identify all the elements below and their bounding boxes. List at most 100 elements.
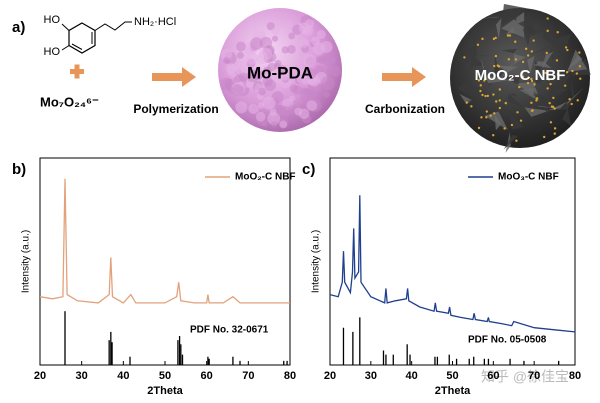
arrow xyxy=(382,67,426,87)
flake xyxy=(549,84,569,99)
flake xyxy=(471,24,491,44)
reference-label: PDF No. 32-0671 xyxy=(190,325,269,336)
particle xyxy=(530,79,534,83)
particle xyxy=(563,84,567,87)
particle xyxy=(476,43,480,46)
particle xyxy=(578,65,582,68)
particle xyxy=(578,51,581,54)
texture xyxy=(275,105,283,112)
particle xyxy=(546,17,549,20)
bond xyxy=(61,23,70,31)
x-tick-label: 20 xyxy=(324,370,336,382)
texture xyxy=(279,120,288,129)
particle xyxy=(481,37,484,41)
legend-label: MoO₂-C NBF xyxy=(235,172,296,183)
panel-label: b) xyxy=(12,161,26,178)
texture xyxy=(236,62,250,77)
texture xyxy=(255,111,266,122)
particle xyxy=(568,98,571,101)
texture xyxy=(248,21,257,30)
texture xyxy=(269,108,277,116)
particle xyxy=(519,119,523,122)
flake xyxy=(458,77,473,97)
x-tick-label: 60 xyxy=(487,370,499,382)
nbf-sphere xyxy=(450,3,591,153)
texture xyxy=(320,76,335,91)
particle xyxy=(510,123,514,127)
particle xyxy=(479,84,482,87)
particle xyxy=(546,29,549,33)
particle xyxy=(506,34,510,37)
reference-label: PDF No. 05-0508 xyxy=(468,335,547,346)
particle xyxy=(514,58,518,61)
flake xyxy=(505,26,516,35)
x-tick-label: 40 xyxy=(117,370,129,382)
particle xyxy=(530,50,533,53)
particle xyxy=(524,47,528,51)
flake xyxy=(503,134,519,150)
particle xyxy=(492,37,496,41)
x-tick-label: 30 xyxy=(76,370,88,382)
particle xyxy=(485,110,489,113)
scheme: a) HO HO NH₂·HCl Mo₇O₂₄⁶⁻ Polymerization… xyxy=(12,3,591,153)
texture xyxy=(258,47,273,61)
texture xyxy=(288,32,296,40)
particle xyxy=(564,46,568,49)
particle xyxy=(521,60,525,64)
flake xyxy=(546,80,558,91)
texture xyxy=(304,19,315,29)
particle xyxy=(555,59,559,62)
texture xyxy=(299,38,309,48)
texture xyxy=(327,55,336,64)
x-axis-label: 2Theta xyxy=(147,385,183,397)
texture xyxy=(223,57,230,64)
benzene-ring xyxy=(68,22,96,54)
particle xyxy=(556,31,559,34)
flake xyxy=(548,101,568,111)
particle xyxy=(497,65,501,68)
texture xyxy=(288,95,296,102)
pda-sphere xyxy=(218,8,342,132)
texture xyxy=(236,51,244,59)
particle xyxy=(526,54,530,57)
x-tick-label: 70 xyxy=(242,370,254,382)
texture xyxy=(304,68,312,76)
flake xyxy=(494,114,502,131)
flake xyxy=(550,47,553,62)
flake xyxy=(524,107,549,117)
particle xyxy=(553,107,556,110)
flake xyxy=(507,93,524,108)
flake xyxy=(519,87,541,103)
particle xyxy=(530,101,533,104)
particle xyxy=(553,132,556,135)
particle xyxy=(498,106,502,110)
x-tick-label: 70 xyxy=(528,370,540,382)
flake xyxy=(557,74,571,97)
texture xyxy=(323,91,330,98)
particle xyxy=(579,77,582,80)
flake xyxy=(522,26,533,46)
particle xyxy=(576,99,579,102)
particle xyxy=(535,99,538,102)
texture xyxy=(271,27,280,35)
particle xyxy=(477,126,481,130)
texture xyxy=(245,52,259,65)
particle xyxy=(543,135,546,139)
texture xyxy=(225,63,237,74)
particle xyxy=(494,36,497,40)
particle xyxy=(546,87,549,90)
y-axis-label: Intensity (a.u.) xyxy=(21,230,32,293)
flake xyxy=(513,54,527,64)
texture xyxy=(302,53,316,67)
x-tick-label: 40 xyxy=(406,370,418,382)
particle xyxy=(556,73,560,76)
particle xyxy=(566,48,569,52)
particle xyxy=(493,112,496,115)
particle xyxy=(545,51,548,55)
flake xyxy=(518,16,535,34)
texture xyxy=(298,108,310,120)
texture xyxy=(296,76,304,84)
particle xyxy=(503,127,506,130)
y-axis-label: Intensity (a.u.) xyxy=(311,230,322,293)
plus xyxy=(74,64,80,79)
